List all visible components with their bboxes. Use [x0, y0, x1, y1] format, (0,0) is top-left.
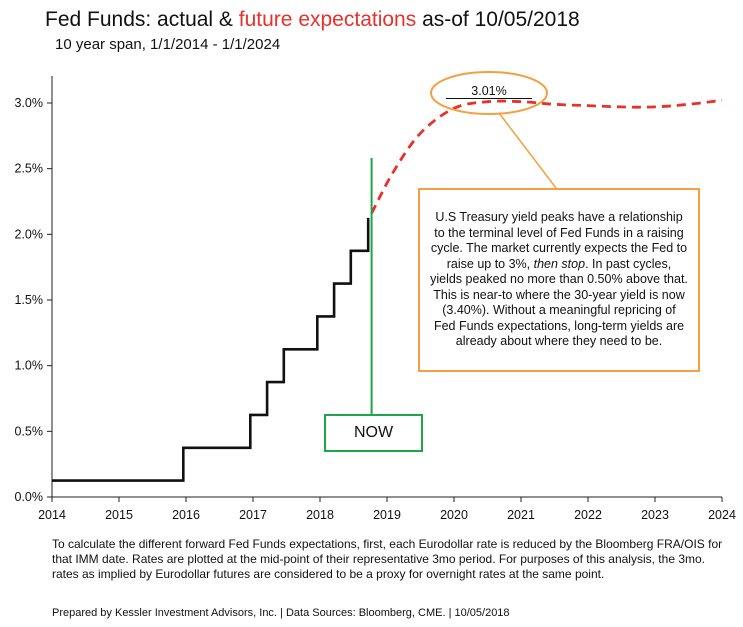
peak-ellipse: [430, 71, 548, 115]
y-tick-label: 0.0%: [15, 490, 44, 504]
x-tick-label: 2024: [708, 508, 736, 522]
callout-text-1: U.S Treasury yield peaks have a relation…: [430, 210, 688, 271]
y-tick-label: 3.0%: [15, 96, 44, 110]
x-tick-label: 2014: [38, 508, 66, 522]
peak-label: 3.01%: [446, 84, 532, 99]
now-label: NOW: [324, 414, 423, 452]
annotation-layer: [370, 71, 557, 414]
footnote: To calculate the different forward Fed F…: [52, 537, 723, 581]
y-tick-label: 1.5%: [15, 293, 44, 307]
x-tick-label: 2018: [306, 508, 334, 522]
title-part-2: as-of 10/05/2018: [416, 8, 580, 31]
y-tick-label: 2.5%: [15, 162, 44, 176]
callout-text-italic: then stop: [533, 256, 586, 271]
title-highlight: future expectations: [238, 8, 417, 31]
x-tick-label: 2017: [239, 508, 267, 522]
x-tick-label: 2022: [574, 508, 602, 522]
callout-text-2: . In past cycles, yields peaked no more …: [430, 256, 688, 349]
chart-subtitle: 10 year span, 1/1/2014 - 1/1/2024: [55, 36, 281, 53]
credit-line: Prepared by Kessler Investment Advisors,…: [52, 607, 510, 619]
x-tick-label: 2019: [373, 508, 401, 522]
x-tick-label: 2023: [641, 508, 669, 522]
callout-box: U.S Treasury yield peaks have a relation…: [418, 188, 700, 372]
title-part-1: Fed Funds: actual &: [45, 8, 239, 31]
x-tick-label: 2016: [172, 508, 200, 522]
chart-title: Fed Funds: actual & future expectations …: [45, 8, 580, 32]
expected-fed-funds-line: [370, 99, 723, 214]
x-tick-label: 2020: [440, 508, 468, 522]
y-tick-label: 2.0%: [15, 227, 44, 241]
y-tick-label: 0.5%: [15, 424, 44, 438]
actual-fed-funds-line: [52, 217, 370, 482]
y-tick-label: 1.0%: [15, 359, 44, 373]
x-tick-label: 2015: [105, 508, 133, 522]
series-layer: [52, 99, 723, 482]
callout-connector: [498, 112, 557, 189]
x-tick-label: 2021: [507, 508, 535, 522]
axes: 2014 2015 2016 2017 2018 2019 2020 2021 2022 2023…: [15, 76, 736, 522]
